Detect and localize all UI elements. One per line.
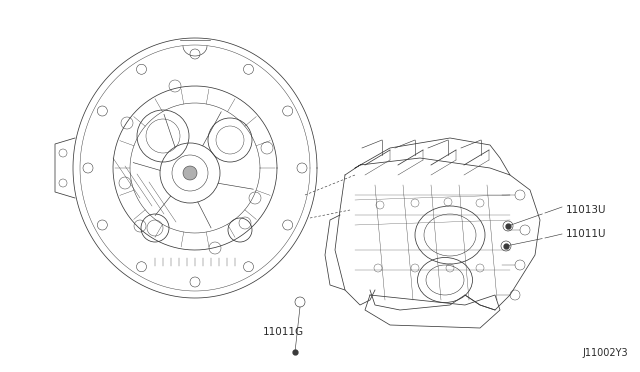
Text: 11013U: 11013U xyxy=(566,205,607,215)
Text: 11011U: 11011U xyxy=(566,229,607,239)
Circle shape xyxy=(295,297,305,307)
Circle shape xyxy=(501,241,511,251)
Text: 11011G: 11011G xyxy=(262,327,303,337)
Circle shape xyxy=(183,166,197,180)
Text: J11002Y3: J11002Y3 xyxy=(582,348,628,358)
Circle shape xyxy=(503,221,513,231)
